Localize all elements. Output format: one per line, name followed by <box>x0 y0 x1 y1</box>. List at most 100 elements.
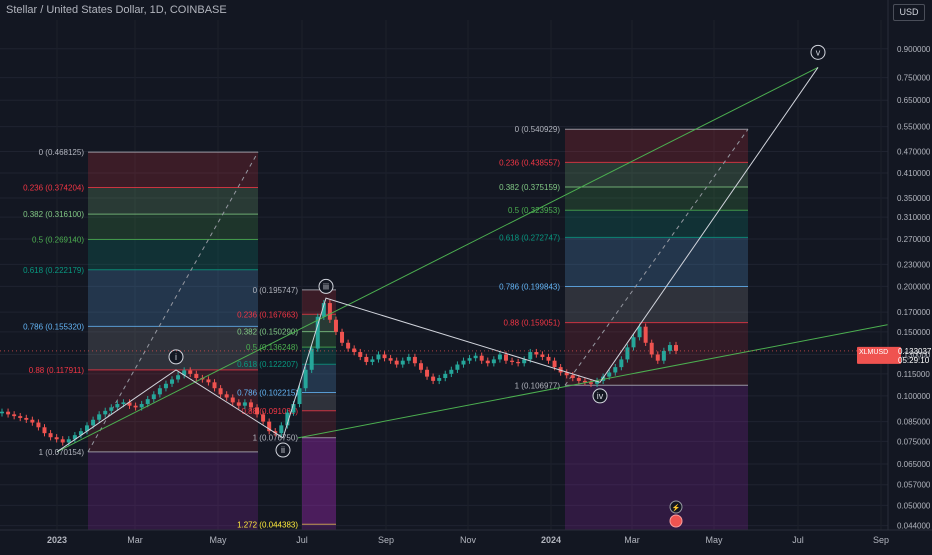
candle-body <box>619 359 624 368</box>
y-tick-label: 0.650000 <box>897 96 931 105</box>
candle-body <box>607 372 612 377</box>
fib-level-label: 0.5 (0.269140) <box>32 236 84 245</box>
fib-band <box>565 129 748 163</box>
wave-label-circle <box>275 442 291 458</box>
fib-level-label: 0.88 (0.117911) <box>29 366 85 375</box>
fib-band <box>565 210 748 238</box>
y-tick-label: 0.230000 <box>897 260 931 269</box>
candle-body <box>661 350 666 361</box>
x-tick-label: 2024 <box>541 535 561 545</box>
candle-body <box>333 319 338 332</box>
fib-level-label: 0.236 (0.374204) <box>23 183 84 192</box>
candle-body <box>540 354 545 357</box>
wave-label-v: v <box>816 47 821 57</box>
candle-body <box>242 402 247 406</box>
fib-level-label: 0.786 (0.155320) <box>23 322 84 331</box>
candle-body <box>285 412 290 426</box>
fib-band <box>565 162 748 188</box>
candle-body <box>388 358 393 361</box>
candle-body <box>6 411 11 415</box>
fib-diagonal <box>87 151 259 453</box>
candle-body <box>546 356 551 361</box>
price-axis <box>888 0 932 550</box>
candle-body <box>613 367 618 373</box>
candle-body <box>72 435 77 440</box>
event-icon <box>669 514 683 528</box>
fib-level-label: 1 (0.106977) <box>515 381 561 390</box>
y-tick-label: 0.044000 <box>897 522 931 531</box>
candle-body <box>443 373 448 379</box>
fib-band <box>302 437 336 525</box>
candle-body <box>0 411 4 414</box>
candle-body <box>467 358 472 361</box>
candle-body <box>163 383 168 389</box>
candle-body <box>327 303 332 320</box>
y-tick-label: 0.057000 <box>897 481 931 490</box>
candle-body <box>552 360 557 368</box>
y-tick-label: 0.130000 <box>897 350 931 359</box>
candle-body <box>297 388 302 405</box>
x-tick-label: Jul <box>296 535 308 545</box>
candle-body <box>188 370 193 374</box>
candle-body <box>12 414 17 417</box>
candle-body <box>674 345 678 351</box>
candle-body <box>534 352 539 355</box>
candle-body <box>273 431 278 434</box>
fib-band <box>88 187 258 215</box>
candle-body <box>497 354 502 360</box>
candle-body <box>24 417 29 420</box>
fib-band <box>302 364 336 393</box>
candle-body <box>479 355 484 361</box>
fib-band <box>302 410 336 438</box>
x-tick-label: Sep <box>378 535 394 545</box>
candle-body <box>291 404 296 413</box>
wave-label-circle <box>592 388 608 404</box>
time-axis <box>0 530 932 550</box>
candle-body <box>516 361 521 364</box>
fib-band <box>88 239 258 270</box>
y-tick-label: 0.075000 <box>897 437 931 446</box>
candle-body <box>103 410 108 415</box>
candle-body <box>485 360 490 364</box>
candle-body <box>582 380 587 383</box>
candle-body <box>352 348 357 353</box>
fib-level-label: 0 (0.468125) <box>39 148 85 157</box>
candle-body <box>66 439 71 443</box>
x-tick-label: 2023 <box>47 535 67 545</box>
candle-body <box>346 342 351 349</box>
candle-body <box>370 359 375 362</box>
y-tick-label: 0.470000 <box>897 147 931 156</box>
candle-body <box>279 425 284 434</box>
candle-body <box>133 405 138 408</box>
candle-body <box>503 354 508 361</box>
wave-label-ii: ii <box>281 445 285 455</box>
fib-level-label: 1.272 (0.044383) <box>237 520 298 529</box>
candle-body <box>406 356 411 361</box>
candle-body <box>340 331 345 343</box>
y-tick-label: 0.085000 <box>897 418 931 427</box>
x-tick-label: Sep <box>873 535 889 545</box>
candle-body <box>576 378 581 381</box>
wave-label-circle <box>168 349 184 365</box>
lightning-glyph: ⚡ <box>672 503 681 512</box>
candle-body <box>491 359 496 364</box>
trendline-lower <box>297 324 889 439</box>
candle-body <box>255 407 260 415</box>
price-tag-symbol: XLMUSD <box>859 349 888 356</box>
candle-body <box>522 359 527 364</box>
candle-body <box>54 437 59 440</box>
candle-body <box>637 326 642 338</box>
currency-button[interactable]: USD <box>893 4 925 21</box>
fib-level-label: 0.618 (0.122207) <box>237 360 298 369</box>
fib-level-label: 0.88 (0.159051) <box>504 319 561 328</box>
candle-body <box>601 376 606 381</box>
candle-body <box>91 419 96 426</box>
candle-body <box>48 433 53 438</box>
lightning-icon <box>669 500 683 514</box>
candle-body <box>418 363 423 370</box>
candle-body <box>400 360 405 365</box>
candle-body <box>473 355 478 359</box>
candle-body <box>42 427 47 434</box>
